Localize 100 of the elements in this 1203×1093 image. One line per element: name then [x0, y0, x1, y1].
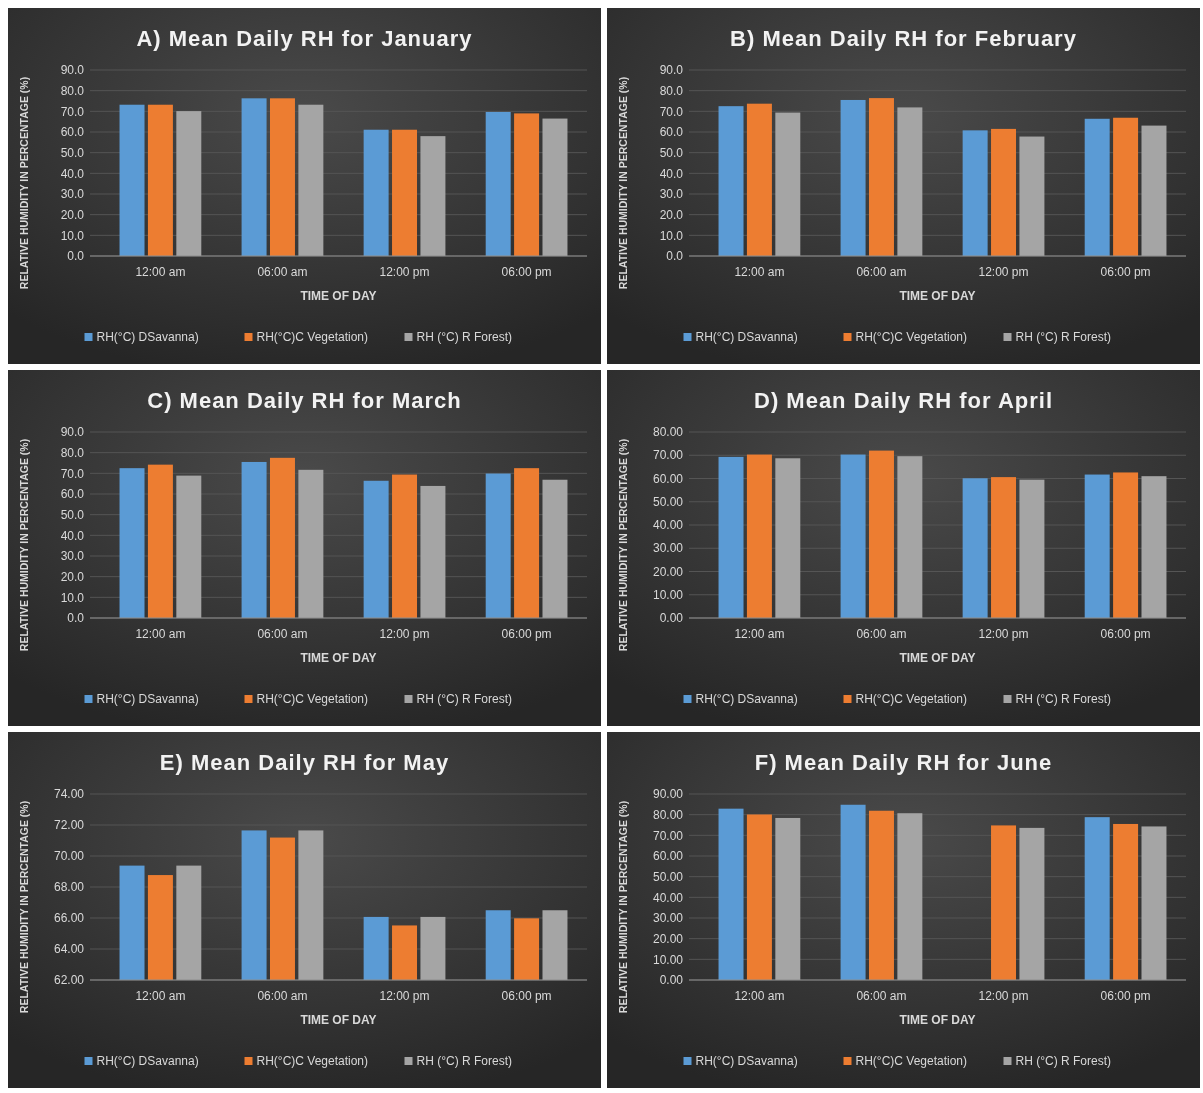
- y-tick-label: 70.00: [652, 448, 684, 463]
- y-axis-title: RELATIVE HUMIDITY IN PERCENTAGE (%): [18, 800, 30, 1014]
- y-axis-title: RELATIVE HUMIDITY IN PERCENTAGE (%): [617, 76, 629, 290]
- chart-title: B) Mean Daily RH for February: [730, 26, 1077, 51]
- y-axis-title: RELATIVE HUMIDITY IN PERCENTAGE (%): [617, 438, 629, 652]
- y-axis-title: RELATIVE HUMIDITY IN PERCENTAGE (%): [617, 800, 629, 1014]
- y-tick-label: 62.00: [53, 973, 85, 988]
- x-tick-label: 12:00 pm: [379, 627, 430, 641]
- y-tick-label: 90.0: [60, 425, 85, 440]
- x-tick-label: 12:00 pm: [379, 989, 430, 1003]
- y-tick-label: 30.0: [60, 187, 85, 202]
- y-tick-label: 50.00: [652, 494, 684, 509]
- x-tick-label: 06:00 pm: [1100, 265, 1151, 279]
- y-tick-label: 68.00: [53, 880, 85, 895]
- chart-title: D) Mean Daily RH for April: [754, 388, 1053, 413]
- y-tick-label: 40.00: [652, 890, 684, 905]
- y-tick-label: 0.0: [67, 249, 85, 264]
- x-tick-label: 06:00 am: [257, 627, 308, 641]
- y-tick-label: 66.00: [53, 911, 85, 926]
- y-tick-label: 20.0: [60, 569, 85, 584]
- y-tick-label: 40.0: [60, 528, 85, 543]
- chart-title: E) Mean Daily RH for May: [159, 750, 450, 775]
- y-tick-label: 80.0: [659, 83, 684, 98]
- x-tick-label: 06:00 pm: [1100, 989, 1151, 1003]
- y-tick-label: 80.00: [652, 425, 684, 440]
- y-tick-label: 10.0: [659, 228, 684, 243]
- y-tick-label: 64.00: [53, 942, 85, 957]
- y-tick-label: 72.00: [53, 818, 85, 833]
- legend-label: RH(°C)C Vegetation): [855, 330, 968, 344]
- y-tick-label: 60.0: [659, 125, 684, 140]
- x-axis-title: TIME OF DAY: [899, 651, 976, 665]
- y-tick-label: 80.00: [652, 807, 684, 822]
- y-axis-title: RELATIVE HUMIDITY IN PERCENTAGE (%): [18, 76, 30, 290]
- x-tick-label: 12:00 am: [135, 265, 186, 279]
- legend-label: RH(°C)C Vegetation): [256, 1054, 369, 1068]
- legend-label: RH (°C) R Forest): [1015, 1054, 1111, 1068]
- x-tick-label: 06:00 pm: [501, 265, 552, 279]
- y-tick-label: 70.0: [659, 104, 684, 119]
- y-tick-label: 90.00: [652, 787, 684, 802]
- legend-label: RH(°C)C Vegetation): [855, 692, 968, 706]
- x-tick-label: 12:00 am: [734, 627, 785, 641]
- y-tick-label: 50.0: [60, 145, 85, 160]
- x-tick-label: 06:00 am: [856, 627, 907, 641]
- x-tick-label: 12:00 pm: [978, 989, 1029, 1003]
- x-axis-title: TIME OF DAY: [300, 289, 377, 303]
- x-tick-label: 12:00 am: [135, 989, 186, 1003]
- x-axis-title: TIME OF DAY: [899, 289, 976, 303]
- x-tick-label: 06:00 am: [257, 265, 308, 279]
- legend-label: RH(°C) DSavanna): [695, 330, 798, 344]
- legend-label: RH(°C) DSavanna): [96, 692, 199, 706]
- y-tick-label: 20.0: [659, 207, 684, 222]
- legend-label: RH(°C)C Vegetation): [256, 692, 369, 706]
- y-tick-label: 10.00: [652, 952, 684, 967]
- y-tick-label: 0.0: [67, 611, 85, 626]
- y-axis-title: RELATIVE HUMIDITY IN PERCENTAGE (%): [18, 438, 30, 652]
- legend-label: RH(°C) DSavanna): [96, 330, 199, 344]
- y-tick-label: 10.0: [60, 228, 85, 243]
- y-tick-label: 60.0: [60, 125, 85, 140]
- y-tick-label: 60.0: [60, 487, 85, 502]
- x-tick-label: 06:00 am: [257, 989, 308, 1003]
- y-tick-label: 0.0: [666, 249, 684, 264]
- y-tick-label: 20.00: [652, 564, 684, 579]
- y-tick-label: 70.0: [60, 466, 85, 481]
- y-tick-label: 40.0: [60, 166, 85, 181]
- x-tick-label: 12:00 pm: [978, 627, 1029, 641]
- legend-label: RH (°C) R Forest): [416, 330, 512, 344]
- y-tick-label: 0.00: [659, 611, 684, 626]
- legend-label: RH(°C) DSavanna): [96, 1054, 199, 1068]
- x-tick-label: 06:00 am: [856, 989, 907, 1003]
- y-tick-label: 40.0: [659, 166, 684, 181]
- chart-title: C) Mean Daily RH for March: [147, 388, 462, 413]
- y-tick-label: 74.00: [53, 787, 85, 802]
- x-tick-label: 06:00 pm: [1100, 627, 1151, 641]
- y-tick-label: 30.0: [659, 187, 684, 202]
- legend-label: RH (°C) R Forest): [416, 692, 512, 706]
- x-tick-label: 12:00 pm: [978, 265, 1029, 279]
- y-tick-label: 70.0: [60, 104, 85, 119]
- y-tick-label: 60.00: [652, 849, 684, 864]
- x-tick-label: 12:00 am: [734, 265, 785, 279]
- y-tick-label: 90.0: [60, 63, 85, 78]
- x-tick-label: 06:00 pm: [501, 627, 552, 641]
- x-axis-title: TIME OF DAY: [300, 651, 377, 665]
- legend-label: RH (°C) R Forest): [416, 1054, 512, 1068]
- x-axis-title: TIME OF DAY: [899, 1013, 976, 1027]
- y-tick-label: 10.00: [652, 587, 684, 602]
- x-tick-label: 06:00 pm: [501, 989, 552, 1003]
- legend-label: RH(°C) DSavanna): [695, 1054, 798, 1068]
- chart-title: A) Mean Daily RH for January: [136, 26, 473, 51]
- y-tick-label: 30.0: [60, 549, 85, 564]
- x-tick-label: 12:00 pm: [379, 265, 430, 279]
- y-tick-label: 30.00: [652, 911, 684, 926]
- y-tick-label: 50.00: [652, 869, 684, 884]
- y-tick-label: 80.0: [60, 445, 85, 460]
- y-tick-label: 60.00: [652, 471, 684, 486]
- y-tick-label: 90.0: [659, 63, 684, 78]
- x-axis-title: TIME OF DAY: [300, 1013, 377, 1027]
- y-tick-label: 50.0: [60, 507, 85, 522]
- y-tick-label: 30.00: [652, 541, 684, 556]
- y-tick-label: 40.00: [652, 518, 684, 533]
- y-tick-label: 70.00: [652, 828, 684, 843]
